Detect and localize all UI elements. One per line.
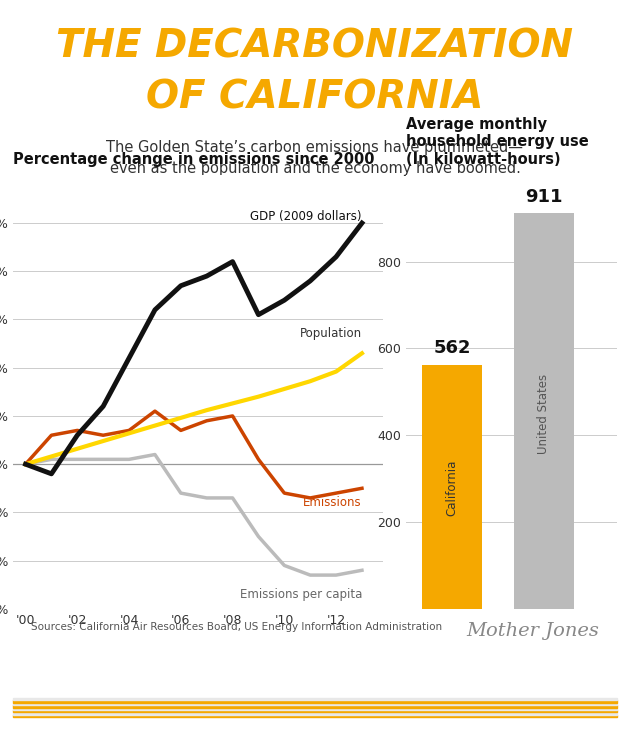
Text: 562: 562 [433, 339, 471, 357]
Bar [422, 365, 482, 609]
Text: GDP (2009 dollars): GDP (2009 dollars) [251, 210, 362, 223]
FancyBboxPatch shape [13, 698, 617, 701]
Text: California: California [445, 459, 459, 515]
Bar [514, 214, 574, 609]
Text: THE DECARBONIZATION: THE DECARBONIZATION [57, 28, 573, 65]
Text: Emissions per capita: Emissions per capita [239, 588, 362, 601]
Text: Mother Jones: Mother Jones [466, 622, 599, 640]
Text: The Golden State’s carbon emissions have plummeted—
even as the population and t: The Golden State’s carbon emissions have… [106, 140, 524, 176]
Text: Population: Population [300, 327, 362, 340]
FancyBboxPatch shape [13, 708, 617, 710]
Text: OF CALIFORNIA: OF CALIFORNIA [146, 79, 484, 116]
Text: 911: 911 [525, 187, 563, 206]
Text: Emissions: Emissions [303, 496, 362, 509]
Text: Average monthly
household energy use
(In kilowatt-hours): Average monthly household energy use (In… [406, 117, 588, 167]
FancyBboxPatch shape [13, 710, 617, 712]
FancyBboxPatch shape [13, 712, 617, 715]
FancyBboxPatch shape [13, 703, 617, 705]
FancyBboxPatch shape [13, 705, 617, 708]
FancyBboxPatch shape [13, 715, 617, 717]
Text: United States: United States [537, 373, 551, 454]
FancyBboxPatch shape [13, 701, 617, 703]
Text: Sources: California Air Resources Board, US Energy Information Administration: Sources: California Air Resources Board,… [31, 622, 442, 632]
Text: Percentage change in emissions since 2000: Percentage change in emissions since 200… [13, 152, 374, 167]
